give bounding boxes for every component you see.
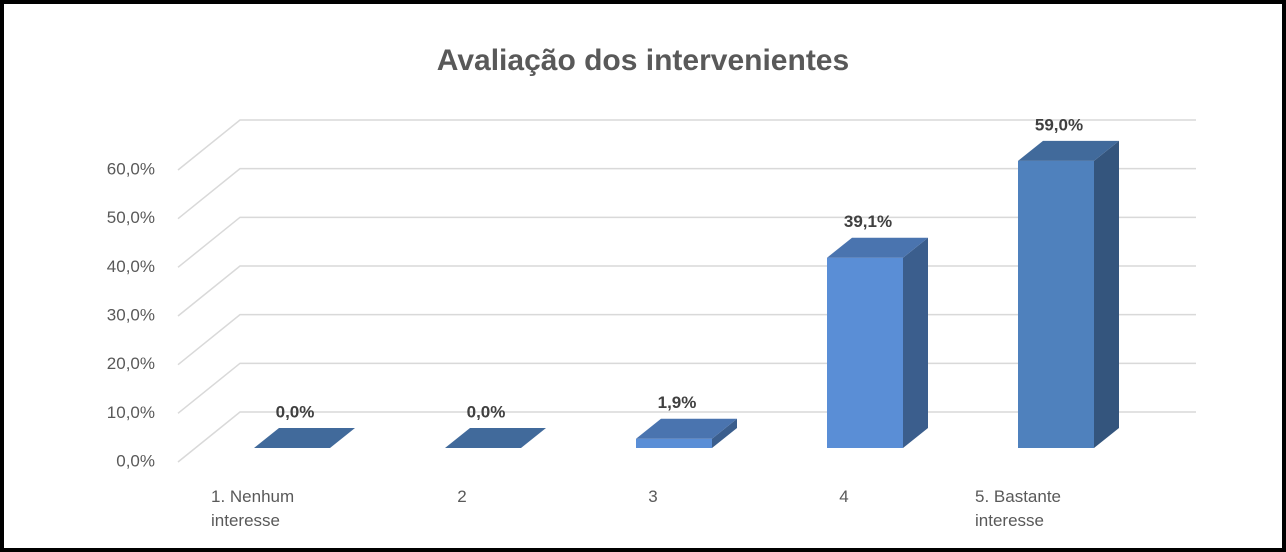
bar-side [712,418,737,448]
x-tick-label: 4 [754,485,934,509]
y-tick-label: 0,0% [116,451,155,470]
x-tick-label: 5. Bastante interesse [945,485,1125,533]
bar-side [903,237,928,448]
y-tick-label: 20,0% [107,354,155,373]
bar-side [1094,140,1119,448]
x-tick-text: 4 [839,487,849,506]
grid-line [177,119,1196,171]
bars: 0,0% 0,0% 1,9% 39,1% 59,0% [254,115,1119,448]
bar-top [1018,140,1119,161]
grid-line [177,167,1196,220]
x-tick-label: 3 [563,485,743,509]
bar-top [445,428,546,448]
grid-line [177,216,1196,268]
value-label: 59,0% [1035,115,1083,134]
value-label: 39,1% [844,212,892,231]
bar-front [636,438,712,448]
value-label: 0,0% [276,402,315,421]
bar-front [1018,160,1094,448]
x-tick-label: 2 [372,485,552,509]
value-label: 0,0% [467,402,506,421]
bar-top [636,418,737,439]
bar-front [827,257,903,448]
grid: 0,0% 10,0% 20,0% 30,0% 40,0% 50,0% 60,0% [107,119,1196,470]
y-tick-label: 60,0% [107,159,155,178]
bar-top [254,428,355,448]
value-label: 1,9% [658,393,697,412]
x-tick-text: 5. Bastante interesse [975,487,1062,530]
x-tick-text: 3 [648,487,658,506]
chart-title: Avaliação dos intervenientes [437,44,849,77]
x-tick-text: 1. Nenhum interesse [211,487,295,530]
bar-top [827,237,928,258]
x-tick-text: 2 [457,487,467,506]
x-tick-label: 1. Nenhum interesse [181,485,361,533]
y-tick-label: 30,0% [107,305,155,324]
y-tick-label: 50,0% [107,208,155,227]
y-tick-label: 10,0% [107,403,155,422]
y-tick-label: 40,0% [107,257,155,276]
